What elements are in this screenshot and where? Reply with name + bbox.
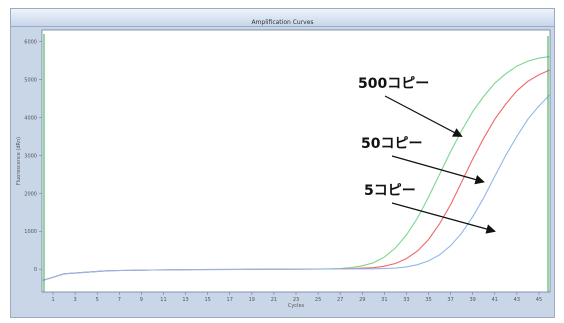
- x-tick-label: 35: [425, 297, 431, 303]
- y-tick-label: 4000: [24, 115, 37, 121]
- x-tick-label: 17: [227, 297, 233, 303]
- x-axis-title: Cycles: [288, 303, 305, 309]
- x-tick-label: 5: [96, 297, 99, 303]
- x-tick-label: 37: [447, 297, 453, 303]
- x-tick-label: 29: [359, 297, 365, 303]
- x-tick-label: 23: [293, 297, 299, 303]
- x-tick-label: 21: [271, 297, 277, 303]
- x-tick-label: 9: [140, 297, 143, 303]
- x-tick-label: 27: [337, 297, 343, 303]
- y-axis-title: Fluorescence (dRn): [16, 137, 22, 185]
- y-tick-label: 3000: [24, 153, 37, 159]
- x-tick-label: 3: [74, 297, 77, 303]
- annotation-label: 5コピー: [364, 183, 416, 199]
- x-tick-label: 31: [381, 297, 387, 303]
- chart-title: Amplification Curves: [251, 19, 314, 26]
- annotation-label: 500コピー: [358, 76, 429, 92]
- x-tick-label: 1: [51, 297, 54, 303]
- y-tick-label: 1000: [24, 229, 37, 235]
- y-tick-label: 5000: [24, 77, 37, 83]
- annotation-arrow: [384, 95, 463, 137]
- x-tick-label: 25: [315, 297, 321, 303]
- annotation-arrow: [391, 202, 496, 234]
- x-tick-label: 43: [514, 297, 520, 303]
- y-tick-label: 6000: [24, 39, 37, 45]
- y-tick-label: 0: [34, 267, 37, 273]
- y-tick-label: 2000: [24, 191, 37, 197]
- x-tick-label: 41: [492, 297, 498, 303]
- series-line-3: [41, 94, 551, 282]
- x-tick-label: 33: [403, 297, 409, 303]
- x-tick-label: 19: [249, 297, 255, 303]
- plot-area: [41, 29, 551, 293]
- annotation-label: 50コピー: [361, 136, 422, 152]
- annotation-arrow: [391, 155, 485, 185]
- x-tick-label: 7: [118, 297, 121, 303]
- x-tick-label: 15: [204, 297, 210, 303]
- x-tick-label: 13: [182, 297, 188, 303]
- x-tick-label: 45: [536, 297, 542, 303]
- x-tick-label: 39: [470, 297, 476, 303]
- chart-titlebar: Amplification Curves: [11, 9, 554, 27]
- x-tick-label: 11: [160, 297, 166, 303]
